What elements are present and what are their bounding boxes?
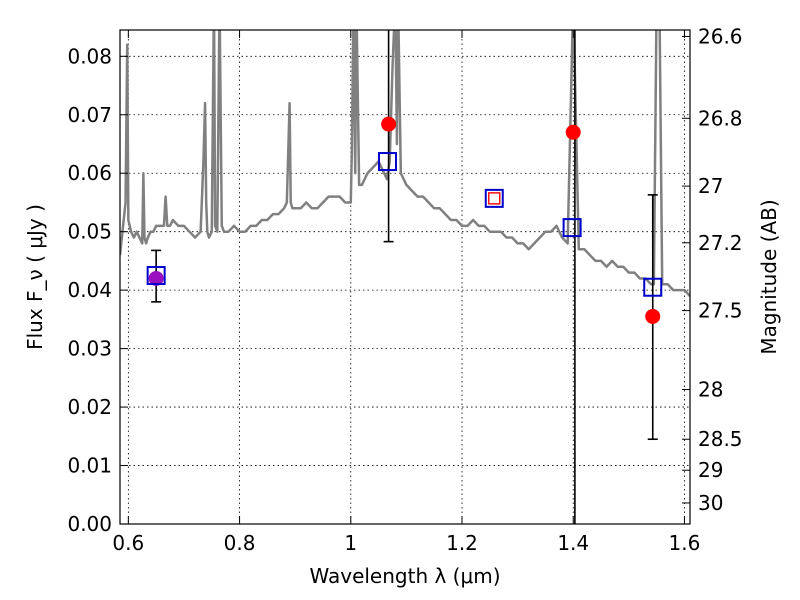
open-square-point <box>643 277 663 297</box>
magnitude-tick-label: 28 <box>698 378 723 402</box>
y-tick-label: 0.02 <box>67 395 112 419</box>
photometry-markers <box>146 116 663 324</box>
filled-circle-point <box>148 270 164 286</box>
x-tick-label: 1 <box>344 531 357 555</box>
magnitude-tick-label: 27 <box>698 174 723 198</box>
y-tick-label: 0.08 <box>67 44 112 68</box>
open-square-point <box>484 188 504 208</box>
open-square-point <box>562 218 582 238</box>
y-tick-label: 0.01 <box>67 454 112 478</box>
filled-circle-point <box>645 308 661 324</box>
x-tick-label: 1.4 <box>557 531 589 555</box>
y-tick-label: 0.04 <box>67 278 112 302</box>
x-axis-ticks: 0.6 0.8 1 1.2 1.4 1.6 <box>112 30 700 555</box>
x-tick-label: 1.6 <box>669 531 701 555</box>
magnitude-tick-label: 28.5 <box>698 427 743 451</box>
x-tick-label: 1.2 <box>446 531 478 555</box>
y-tick-label: 0.06 <box>67 161 112 185</box>
y-tick-label: 0.07 <box>67 103 112 127</box>
y-axis-ticks: 0.00 0.01 0.02 0.03 0.04 0.05 0.06 0.07 0.08 <box>67 44 128 536</box>
y-axis-title: Flux F_ν ( μJy ) <box>23 204 47 350</box>
x-tick-label: 0.8 <box>224 531 256 555</box>
filled-circle-point <box>565 124 581 140</box>
x-axis-title: Wavelength λ (μm) <box>309 564 500 588</box>
plot-frame <box>119 29 691 525</box>
magnitude-tick-label: 27.5 <box>698 299 743 323</box>
open-square-point <box>377 152 397 172</box>
magnitude-tick-label: 30 <box>698 491 723 515</box>
magnitude-tick-label: 26.6 <box>698 24 743 48</box>
right-axis-title: Magnitude (AB) <box>757 199 781 354</box>
open-square-point <box>488 192 501 205</box>
magnitude-axis-ticks: 26.6 26.8 27 27.2 27.5 28 28.5 29 30 <box>682 24 743 515</box>
open-square-point <box>146 266 166 286</box>
magnitude-tick-label: 26.8 <box>698 106 743 130</box>
filled-circle-point <box>381 116 397 132</box>
x-tick-label: 0.6 <box>112 531 144 555</box>
y-tick-label: 0.05 <box>67 220 112 244</box>
magnitude-tick-label: 29 <box>698 458 723 482</box>
y-tick-label: 0.00 <box>67 512 112 536</box>
y-tick-label: 0.03 <box>67 337 112 361</box>
magnitude-tick-label: 27.2 <box>698 231 743 255</box>
